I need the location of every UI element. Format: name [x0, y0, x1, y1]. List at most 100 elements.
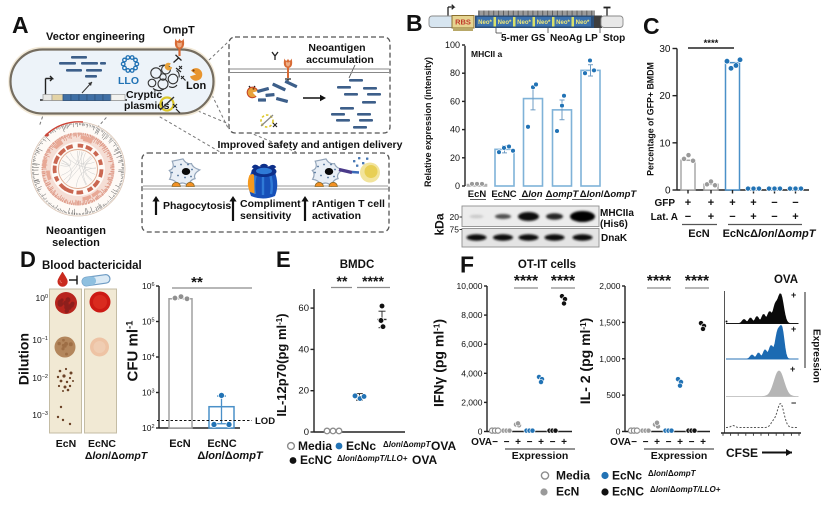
svg-text:80: 80: [450, 68, 460, 78]
svg-text:+: +: [750, 197, 756, 209]
svg-text:EcNC: EcNC: [612, 485, 644, 499]
svg-text:−: −: [771, 197, 777, 209]
svg-text:+: +: [561, 437, 567, 448]
svg-text:selection: selection: [52, 237, 100, 249]
svg-text:OT-IT cells: OT-IT cells: [518, 259, 576, 271]
svg-text:103: 103: [142, 388, 155, 398]
svg-text:40: 40: [298, 344, 309, 355]
svg-text:EcN: EcN: [169, 438, 190, 450]
svg-text:Media: Media: [298, 439, 332, 453]
svg-text:Δlon/ΔompT: Δlon/ΔompT: [85, 450, 149, 462]
svg-text:105: 105: [142, 317, 155, 327]
svg-text:EcNC: EcNC: [300, 453, 332, 467]
svg-text:1,500: 1,500: [599, 317, 621, 327]
svg-text:OmpT: OmpT: [163, 25, 195, 37]
svg-text:Δlon/ΔompT: Δlon/ΔompT: [580, 189, 638, 200]
svg-text:+: +: [791, 324, 796, 334]
svg-text:BMDC: BMDC: [340, 259, 375, 271]
svg-text:+: +: [700, 437, 706, 448]
svg-text:EcNc: EcNc: [346, 439, 376, 453]
svg-text:−: −: [792, 197, 798, 209]
svg-text:ΔompT: ΔompT: [546, 189, 580, 200]
svg-text:Compliment: Compliment: [240, 198, 301, 210]
svg-text:+: +: [677, 437, 683, 448]
svg-text:0: 0: [616, 427, 621, 437]
svg-text:0: 0: [665, 186, 671, 197]
svg-text:CFU ml-1: CFU ml-1: [124, 320, 142, 382]
svg-text:2,000: 2,000: [461, 397, 483, 407]
svg-text:+: +: [792, 211, 798, 223]
svg-text:B: B: [406, 10, 423, 36]
svg-text:−: −: [729, 211, 735, 223]
svg-text:EcNC: EcNC: [207, 438, 236, 450]
svg-text:CFSE: CFSE: [726, 446, 758, 460]
svg-text:**: **: [337, 273, 348, 289]
svg-text:EcNc: EcNc: [612, 469, 642, 483]
svg-text:OVA: OVA: [431, 439, 456, 453]
svg-text:Neo*: Neo*: [576, 20, 590, 26]
svg-text:−: −: [504, 437, 510, 448]
svg-text:20: 20: [450, 153, 460, 163]
svg-text:−: −: [527, 437, 533, 448]
svg-text:40: 40: [450, 125, 460, 135]
svg-text:0: 0: [478, 427, 483, 437]
svg-text:Neo*: Neo*: [556, 20, 570, 26]
svg-text:+: +: [790, 364, 795, 374]
svg-text:Neoantigen: Neoantigen: [308, 42, 365, 54]
svg-text:0: 0: [304, 427, 309, 438]
svg-text:activation: activation: [312, 210, 361, 222]
svg-text:NeoAg LP: NeoAg LP: [550, 33, 598, 44]
svg-text:100: 100: [445, 40, 460, 50]
svg-text:−: −: [689, 437, 695, 448]
svg-text:Blood bactericidal: Blood bactericidal: [42, 260, 142, 272]
svg-text:+: +: [708, 211, 714, 223]
svg-text:IL-12p70(pg ml-1): IL-12p70(pg ml-1): [274, 313, 289, 416]
svg-text:Δlon/ΔompT/LLO+: Δlon/ΔompT/LLO+: [337, 454, 408, 463]
svg-text:EcNcΔlon/ΔompT: EcNcΔlon/ΔompT: [723, 228, 817, 240]
svg-text:C: C: [643, 13, 660, 39]
svg-text:MHCII a: MHCII a: [471, 49, 502, 59]
svg-text:60: 60: [298, 303, 309, 314]
svg-text:EcN: EcN: [556, 485, 579, 499]
svg-text:+: +: [515, 437, 521, 448]
svg-text:****: ****: [514, 273, 539, 290]
svg-text:0: 0: [455, 181, 460, 191]
svg-text:Δlon: Δlon: [521, 189, 542, 200]
svg-text:OVA: OVA: [471, 437, 492, 448]
svg-text:20: 20: [298, 386, 309, 397]
svg-text:****: ****: [704, 38, 719, 49]
svg-text:−: −: [791, 398, 796, 408]
svg-text:60: 60: [450, 96, 460, 106]
svg-text:−: −: [771, 211, 777, 223]
svg-text:EcNC: EcNC: [88, 438, 116, 450]
svg-text:−: −: [631, 437, 637, 448]
svg-text:DnaK: DnaK: [601, 233, 628, 244]
svg-text:Neoantigen: Neoantigen: [46, 225, 106, 237]
svg-text:****: ****: [362, 273, 384, 289]
svg-text:10−1: 10−1: [32, 335, 48, 345]
svg-text:104: 104: [142, 352, 155, 362]
svg-text:****: ****: [551, 273, 576, 290]
svg-text:plasmids: plasmids: [124, 100, 170, 112]
svg-text:10−2: 10−2: [32, 373, 48, 383]
svg-text:EcN: EcN: [468, 189, 487, 200]
svg-text:Δlon/ΔompT/LLO+: Δlon/ΔompT/LLO+: [650, 485, 721, 494]
svg-text:10: 10: [659, 138, 671, 149]
svg-text:D: D: [20, 247, 36, 272]
svg-text:F: F: [460, 252, 474, 278]
svg-text:MHCIIa: MHCIIa: [600, 208, 634, 219]
svg-text:RBS: RBS: [455, 18, 471, 27]
svg-text:−: −: [685, 211, 691, 223]
svg-text:10−3: 10−3: [32, 410, 48, 420]
svg-text:6,000: 6,000: [461, 339, 483, 349]
svg-text:Improved safety and antigen de: Improved safety and antigen delivery: [218, 139, 403, 151]
svg-text:(His6): (His6): [600, 219, 628, 230]
svg-text:OVA: OVA: [610, 437, 631, 448]
svg-text:+: +: [750, 211, 756, 223]
svg-text:IL- 2 (pg ml-1): IL- 2 (pg ml-1): [577, 318, 593, 404]
svg-text:20: 20: [659, 91, 671, 102]
svg-text:Δlon/ΔompT: Δlon/ΔompT: [197, 450, 264, 462]
svg-text:+: +: [791, 290, 796, 300]
svg-text:OVA: OVA: [412, 453, 437, 467]
svg-text:−: −: [643, 437, 649, 448]
